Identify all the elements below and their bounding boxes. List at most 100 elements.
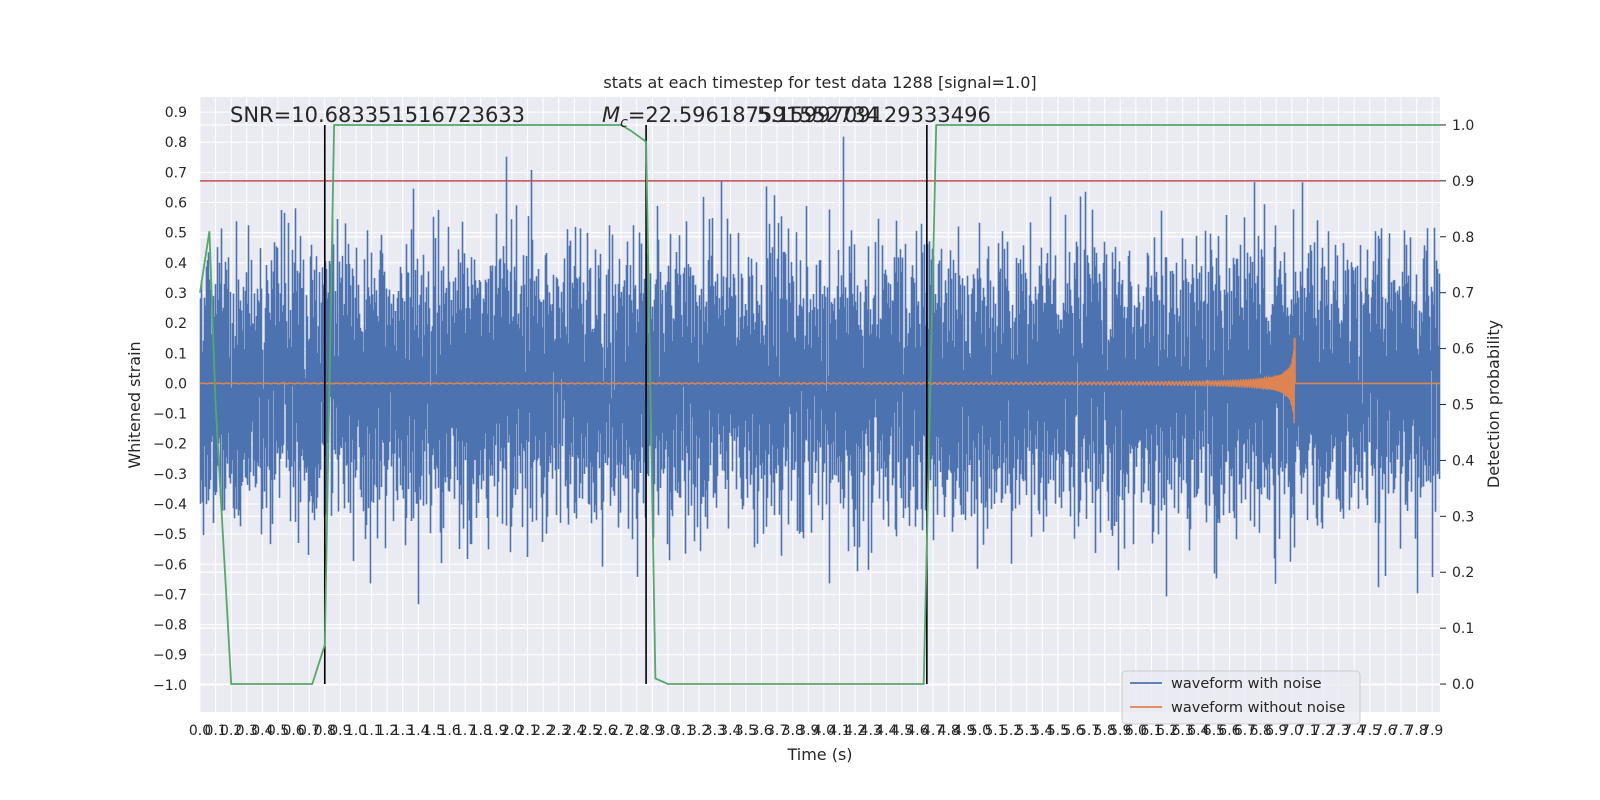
chart-title: stats at each timestep for test data 128… bbox=[603, 73, 1036, 92]
x-tick-label: 0.5 bbox=[267, 723, 289, 739]
x-tick-label: 2.5 bbox=[579, 723, 601, 739]
x-tick-label: 7.9 bbox=[1421, 723, 1443, 739]
y-tick-label: 0.0 bbox=[165, 376, 187, 392]
legend: waveform with noise waveform without noi… bbox=[1121, 670, 1361, 725]
x-tick-label: 0.1 bbox=[204, 723, 226, 739]
y-tick-label: −0.8 bbox=[153, 618, 187, 634]
x-tick-label: 5.1 bbox=[984, 723, 1006, 739]
x-tick-label: 1.5 bbox=[423, 723, 445, 739]
legend-label-clean: waveform without noise bbox=[1171, 700, 1345, 716]
x-tick-label: 7.5 bbox=[1359, 723, 1381, 739]
y-tick-label: −0.2 bbox=[153, 437, 187, 453]
y-right-tick-label: 0.6 bbox=[1452, 342, 1474, 358]
x-tick-label: 7.7 bbox=[1390, 723, 1412, 739]
legend-label-noise: waveform with noise bbox=[1171, 676, 1322, 692]
annotations: SNR=10.683351516723633 Mc=22.596187591552… bbox=[230, 103, 991, 131]
x-tick-label: 2.3 bbox=[548, 723, 570, 739]
y-right-tick-labels: 1.0 0.9 0.8 0.7 0.6 0.5 0.4 0.3 0.2 0.1 0.0 bbox=[1440, 118, 1474, 693]
x-tick-label: 0.9 bbox=[329, 723, 351, 739]
x-tick-label: 5.7 bbox=[1078, 723, 1100, 739]
x-tick-label: 1.7 bbox=[454, 723, 476, 739]
y-tick-label: 0.9 bbox=[165, 105, 187, 121]
y-right-tick-label: 0.8 bbox=[1452, 230, 1474, 246]
x-tick-label: 7.0 bbox=[1281, 723, 1303, 739]
x-tick-label: 3.3 bbox=[704, 723, 726, 739]
x-tick-label: 6.3 bbox=[1172, 723, 1194, 739]
x-tick-label: 5.9 bbox=[1109, 723, 1131, 739]
vertical-markers bbox=[200, 124, 1440, 685]
y-tick-labels: 0.9 0.8 0.7 0.6 0.5 0.4 0.3 0.2 0.1 0.0 −0.1 −0.2 −0… bbox=[153, 105, 187, 694]
x-tick-label: 5.3 bbox=[1016, 723, 1038, 739]
x-tick-label: 5.5 bbox=[1047, 723, 1069, 739]
x-tick-label: 2.1 bbox=[516, 723, 538, 739]
y-tick-label: 0.3 bbox=[165, 286, 187, 302]
x-tick-label: 6.1 bbox=[1140, 723, 1162, 739]
x-tick-label: 0.0 bbox=[189, 723, 211, 739]
y-tick-label: −1.0 bbox=[153, 678, 187, 694]
x-tick-label: 0.8 bbox=[314, 723, 336, 739]
chirp-mass-subscript: c bbox=[620, 115, 628, 131]
y-tick-label: −0.7 bbox=[153, 587, 187, 603]
y-tick-label: 0.8 bbox=[165, 135, 187, 151]
x-tick-label: 2.8 bbox=[626, 723, 648, 739]
x-tick-label: 4.8 bbox=[938, 723, 960, 739]
x-tick-label: 0.4 bbox=[251, 723, 273, 739]
y-tick-label: 0.6 bbox=[165, 196, 187, 212]
x-tick-label: 5.8 bbox=[1094, 723, 1116, 739]
x-tick-label: 3.9 bbox=[797, 723, 819, 739]
x-tick-label: 3.7 bbox=[766, 723, 788, 739]
y-tick-label: 0.1 bbox=[165, 346, 187, 362]
y-tick-label: 0.2 bbox=[165, 316, 187, 332]
x-tick-label: 7.6 bbox=[1374, 723, 1396, 739]
y-right-tick-label: 0.1 bbox=[1452, 621, 1474, 637]
x-tick-label: 4.3 bbox=[860, 723, 882, 739]
y-axis-label: Whitened strain bbox=[125, 341, 144, 468]
x-tick-label: 4.4 bbox=[875, 723, 897, 739]
x-tick-label: 7.2 bbox=[1312, 723, 1334, 739]
x-tick-label: 0.6 bbox=[282, 723, 304, 739]
overlap-annotation: 5.1599709129333496 bbox=[757, 103, 991, 127]
x-tick-label: 7.4 bbox=[1343, 723, 1365, 739]
x-tick-label: 7.8 bbox=[1405, 723, 1427, 739]
x-tick-label: 0.3 bbox=[236, 723, 258, 739]
y-tick-label: −0.5 bbox=[153, 527, 187, 543]
y-tick-label: −0.4 bbox=[153, 497, 187, 513]
x-tick-label: 3.8 bbox=[782, 723, 804, 739]
x-tick-label: 4.2 bbox=[844, 723, 866, 739]
x-tick-label: 0.2 bbox=[220, 723, 242, 739]
x-tick-label: 6.7 bbox=[1234, 723, 1256, 739]
x-tick-label: 4.7 bbox=[922, 723, 944, 739]
x-tick-label: 3.0 bbox=[657, 723, 679, 739]
x-tick-label: 6.8 bbox=[1249, 723, 1271, 739]
x-tick-label: 7.3 bbox=[1327, 723, 1349, 739]
x-tick-label: 3.5 bbox=[735, 723, 757, 739]
y-right-tick-label: 0.0 bbox=[1452, 677, 1474, 693]
clean-waveform-line bbox=[199, 337, 1440, 424]
x-tick-label: 1.1 bbox=[360, 723, 382, 739]
x-tick-label: 3.1 bbox=[672, 723, 694, 739]
y-right-tick-label: 0.4 bbox=[1452, 453, 1474, 469]
x-tick-label: 5.2 bbox=[1000, 723, 1022, 739]
y-tick-label: −0.9 bbox=[153, 648, 187, 664]
y-tick-label: 0.7 bbox=[165, 165, 187, 181]
x-tick-label: 1.0 bbox=[345, 723, 367, 739]
noisy-waveform-layer bbox=[199, 136, 1441, 605]
x-tick-label: 6.9 bbox=[1265, 723, 1287, 739]
x-tick-label: 5.4 bbox=[1031, 723, 1053, 739]
probability-layer bbox=[199, 124, 1440, 685]
x-tick-label: 4.6 bbox=[906, 723, 928, 739]
y-tick-label: 0.4 bbox=[165, 256, 187, 272]
x-tick-label: 5.6 bbox=[1062, 723, 1084, 739]
y-right-tick-label: 1.0 bbox=[1452, 118, 1474, 134]
x-tick-label: 2.4 bbox=[563, 723, 585, 739]
y-right-tick-label: 0.2 bbox=[1452, 565, 1474, 581]
y-tick-label: 0.5 bbox=[165, 226, 187, 242]
chirp-mass-symbol: M bbox=[602, 103, 620, 127]
snr-annotation: SNR=10.683351516723633 bbox=[230, 103, 525, 127]
x-tick-label: 5.0 bbox=[969, 723, 991, 739]
chirp-mass-annotation: Mc=22.596187591552734 bbox=[602, 103, 879, 131]
x-tick-label: 2.9 bbox=[641, 723, 663, 739]
y-right-tick-label: 0.7 bbox=[1452, 286, 1474, 302]
x-tick-label: 3.6 bbox=[750, 723, 772, 739]
